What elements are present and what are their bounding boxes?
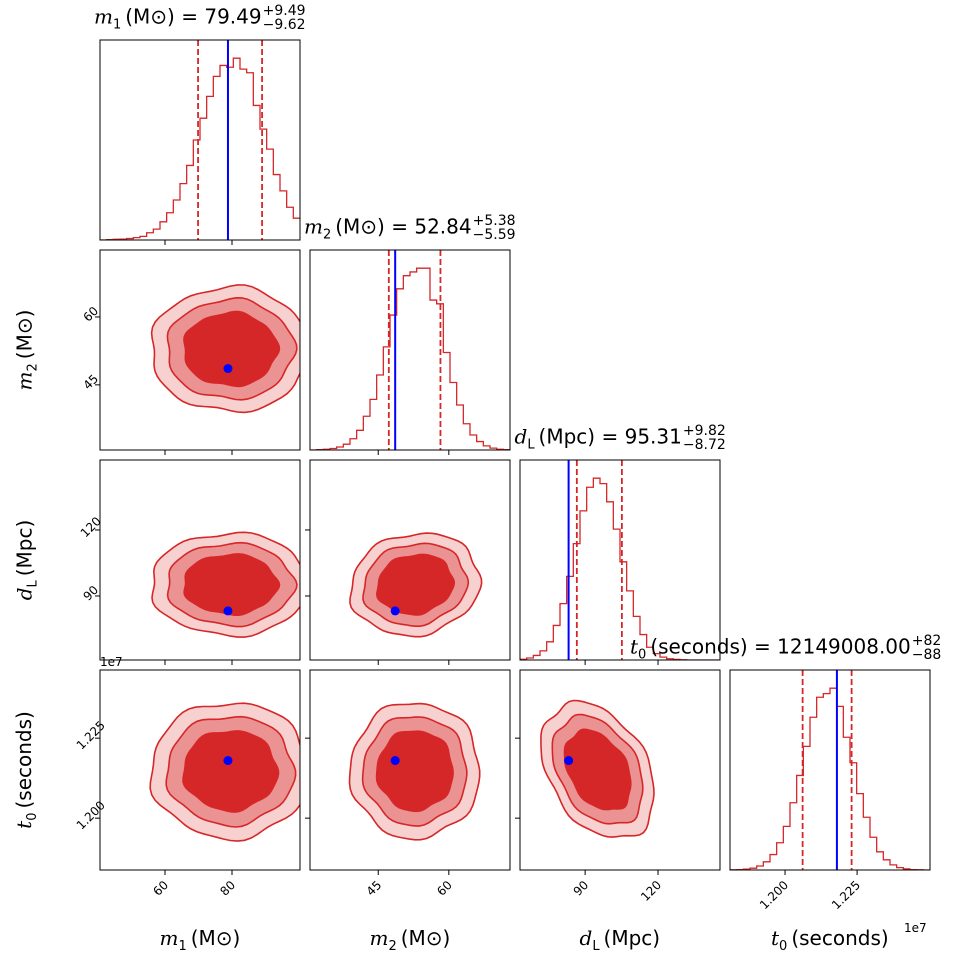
x-tick-label: 60 bbox=[434, 878, 455, 899]
x-axis-label-0: m1 (M⊙) bbox=[159, 926, 241, 954]
y-tick-label: 60 bbox=[80, 304, 101, 325]
panel-content bbox=[348, 702, 481, 841]
panel-content bbox=[149, 702, 300, 842]
panel-2-1 bbox=[305, 459, 511, 665]
title-value: 52.84 bbox=[414, 214, 472, 239]
contour-level-2 bbox=[182, 730, 280, 813]
panel-frame bbox=[99, 249, 301, 451]
contour-level-2 bbox=[376, 553, 455, 616]
x-offset-label: 1e7 bbox=[904, 921, 927, 935]
y-tick-label: 1.200 bbox=[74, 798, 108, 832]
truth-point bbox=[390, 606, 400, 616]
panel-frame bbox=[309, 249, 511, 451]
panel-frame bbox=[519, 669, 721, 871]
panel-content bbox=[151, 531, 300, 638]
histogram-1 bbox=[310, 267, 510, 450]
title-param-1: m2 (M⊙) = 52.84 +5.38 −5.59 bbox=[304, 213, 516, 243]
x-axis-label-2: dL (Mpc) bbox=[579, 926, 661, 954]
truth-point bbox=[223, 606, 233, 616]
contour-level-2 bbox=[375, 730, 454, 813]
panel-content bbox=[730, 670, 930, 870]
y-axis-label-1: m2 (M⊙) bbox=[11, 309, 40, 391]
title-value: 95.31 bbox=[624, 424, 682, 449]
y-tick-label: 90 bbox=[80, 583, 101, 604]
panel-1-0: 45 60 bbox=[80, 249, 301, 455]
panel-content bbox=[349, 532, 483, 638]
panel-3-3: 1.200 1.225 bbox=[729, 669, 931, 912]
panel-frame bbox=[99, 669, 301, 871]
histogram-2 bbox=[520, 477, 720, 660]
title-param-2: dL (Mpc) = 95.31 +9.82 −8.72 bbox=[514, 423, 726, 453]
panel-0-0 bbox=[99, 39, 301, 245]
title-value: 79.49 bbox=[204, 4, 262, 29]
panel-content bbox=[310, 250, 510, 450]
panel-content bbox=[100, 40, 300, 240]
panel-2-2 bbox=[519, 459, 721, 665]
title-errors: +82 −88 bbox=[911, 633, 942, 663]
panel-frame bbox=[99, 459, 301, 661]
panel-1-1 bbox=[309, 249, 511, 455]
title-errors: +5.38 −5.59 bbox=[472, 213, 516, 243]
truth-point bbox=[223, 756, 233, 766]
panel-frame bbox=[99, 39, 301, 241]
title-value: 12149008.00 bbox=[777, 634, 911, 659]
truth-point bbox=[223, 364, 233, 374]
contour-level-2 bbox=[183, 310, 281, 388]
x-tick-label: 60 bbox=[150, 878, 171, 899]
x-tick-label: 1.200 bbox=[757, 878, 791, 912]
panel-content bbox=[520, 460, 720, 660]
panel-3-0: 60 80 1.200 1.225 bbox=[74, 669, 301, 899]
x-tick-label: 80 bbox=[217, 878, 238, 899]
contour-level-2 bbox=[183, 553, 281, 616]
x-axis-label-3: t0 (seconds) bbox=[771, 926, 889, 954]
panel-content bbox=[540, 699, 655, 838]
x-tick-label: 120 bbox=[638, 878, 664, 904]
panel-3-2: 90 120 bbox=[515, 669, 721, 904]
x-tick-label: 90 bbox=[571, 878, 592, 899]
x-tick-label: 1.225 bbox=[829, 878, 863, 912]
panel-3-1: 45 60 bbox=[305, 669, 511, 899]
contour-level-2 bbox=[563, 728, 632, 811]
y-tick-label: 1.225 bbox=[74, 718, 108, 752]
truth-point bbox=[390, 756, 400, 766]
y-offset-label: 1e7 bbox=[100, 655, 123, 669]
histogram-0 bbox=[100, 57, 300, 240]
panel-frame bbox=[519, 459, 721, 661]
x-axis-label-1: m2 (M⊙) bbox=[369, 926, 451, 954]
y-axis-label-3: t0 (seconds) bbox=[11, 711, 40, 829]
histogram-3 bbox=[730, 687, 930, 870]
panel-frame bbox=[309, 459, 511, 661]
title-errors: +9.82 −8.72 bbox=[682, 423, 726, 453]
y-tick-label: 45 bbox=[80, 372, 101, 393]
panel-content bbox=[150, 284, 300, 414]
title-param-0: m1 (M⊙) = 79.49 +9.49 −9.62 bbox=[94, 3, 306, 33]
panel-frame bbox=[729, 669, 931, 871]
title-errors: +9.49 −9.62 bbox=[262, 3, 306, 33]
panel-frame bbox=[309, 669, 511, 871]
truth-point bbox=[564, 756, 574, 766]
title-param-3: t0 (seconds) = 12149008.00 +82 −88 bbox=[630, 633, 942, 663]
x-tick-label: 45 bbox=[364, 878, 385, 899]
y-axis-label-2: dL (Mpc) bbox=[11, 519, 40, 601]
